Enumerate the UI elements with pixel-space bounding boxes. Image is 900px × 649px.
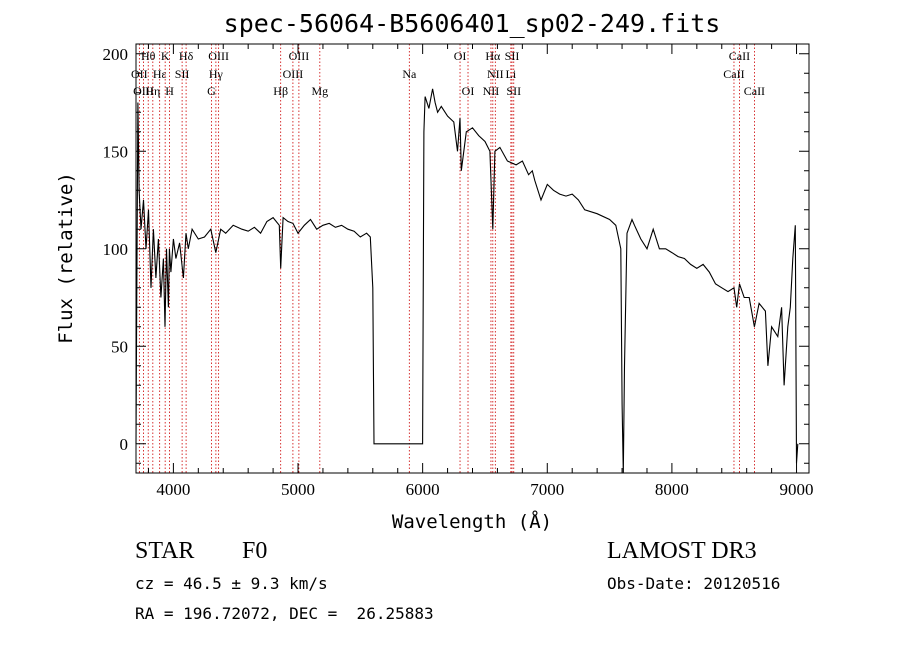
y-tick-label: 150 [103, 142, 129, 161]
y-axis-label: Flux (relative) [55, 172, 77, 344]
spectral-line-label: CaII [723, 67, 744, 81]
spectral-line-label: G [207, 84, 216, 98]
spectral-line-label: Hθ [141, 49, 156, 63]
spectral-line-label: Hη [145, 84, 160, 98]
spectral-line-label: H [165, 84, 174, 98]
spectral-line-label: SII [175, 67, 190, 81]
redshift-text: cz = 46.5 ± 9.3 km/s [135, 574, 328, 593]
y-tick-label: 100 [103, 240, 129, 259]
spectral-line-label: Na [402, 67, 417, 81]
spectral-line-label: Hε [153, 67, 167, 81]
spectral-line-label: Hα [485, 49, 501, 63]
spectral-subclass: F0 [242, 538, 268, 564]
spectral-lines-layer [138, 44, 755, 473]
coordinates-text: RA = 196.72072, DEC = 26.25883 [135, 604, 434, 623]
spectral-line-label: OI [462, 84, 475, 98]
x-axis-label: Wavelength (Å) [392, 510, 552, 533]
spectral-line-label: OIII [133, 84, 154, 98]
object-class: STAR [135, 538, 195, 564]
spectral-line-label: Hδ [179, 49, 194, 63]
x-tick-label: 4000 [156, 480, 190, 499]
chart-title: spec-56064-B5606401_sp02-249.fits [224, 9, 721, 38]
x-tick-label: 7000 [530, 480, 564, 499]
spectral-line-label: NII [487, 67, 504, 81]
y-axis-ticks: 0 50 100 150 200 [103, 45, 809, 464]
spectral-line-label: Hβ [273, 84, 288, 98]
x-tick-label: 8000 [655, 480, 689, 499]
spectral-line-label: CaII [729, 49, 750, 63]
x-tick-label: 9000 [780, 480, 814, 499]
x-tick-label: 5000 [281, 480, 315, 499]
spectral-line-label: OI [454, 49, 467, 63]
x-tick-label: 6000 [406, 480, 440, 499]
spectral-line-label: Hγ [209, 67, 224, 81]
spectral-line-label: Li [506, 67, 517, 81]
spectral-line-label: CaII [744, 84, 765, 98]
y-tick-label: 0 [120, 435, 129, 454]
y-tick-label: 50 [111, 337, 128, 356]
spectral-line-label: OIII [283, 67, 304, 81]
spectral-line-label: SII [506, 84, 521, 98]
obs-date-text: Obs-Date: 20120516 [607, 574, 781, 593]
survey-name: LAMOST DR3 [607, 538, 757, 564]
spectral-line-label: Mg [311, 84, 328, 98]
spectral-line-label: K [161, 49, 170, 63]
spectral-line-label: OIII [208, 49, 229, 63]
spectral-line-label: SII [505, 49, 520, 63]
x-axis-ticks: 4000 5000 6000 7000 8000 9000 [147, 44, 814, 499]
spectrum-series-line [135, 88, 799, 474]
y-tick-label: 200 [103, 45, 129, 64]
spectral-line-label: OII [131, 67, 148, 81]
plot-frame [135, 43, 810, 474]
spectral-line-label: OIII [289, 49, 310, 63]
spectral-line-label: NII [483, 84, 500, 98]
